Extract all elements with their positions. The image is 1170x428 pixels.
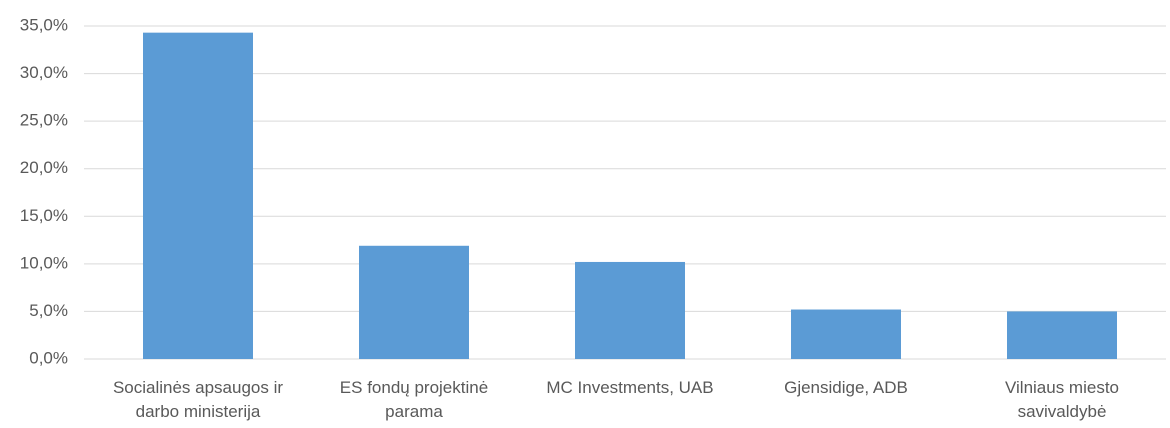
y-tick-label: 10,0% [20,253,68,272]
x-tick-label: MC Investments, UAB [546,378,714,397]
x-tick-label: Socialinės apsaugos ir darbo ministerija [112,378,284,421]
y-tick-label: 35,0% [20,15,68,34]
x-tick-label: ES fondų projektinė parama [339,378,489,421]
y-tick-label: 15,0% [20,206,68,225]
bar [1007,311,1117,359]
bar [791,309,901,359]
y-tick-label: 0,0% [29,348,68,367]
x-tick-label: Gjensidige, ADB [784,378,908,397]
bar [143,32,253,359]
x-tick-label: Vilniaus miesto savivaldybė [1004,378,1120,421]
bar [575,261,685,359]
bar [359,245,469,359]
y-tick-label: 5,0% [29,301,68,320]
y-tick-label: 25,0% [20,111,68,130]
y-tick-label: 20,0% [20,158,68,177]
y-tick-label: 30,0% [20,63,68,82]
